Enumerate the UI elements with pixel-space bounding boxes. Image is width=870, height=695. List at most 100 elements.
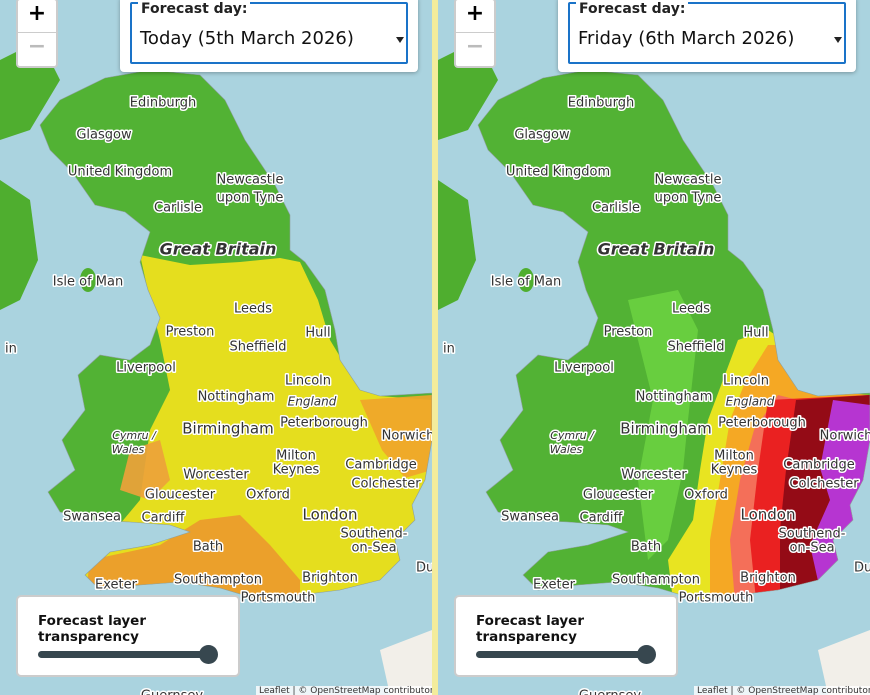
place-label: Preston [604,325,653,340]
map-panel[interactable]: Edinburgh Glasgow United Kingdom Newcastle u… [438,0,870,695]
place-label: Gloucester [145,488,216,503]
place-label: Portsmouth [679,591,754,606]
place-label: Keynes [273,463,320,478]
forecast-select[interactable]: Forecast day: Friday (6th March 2026) [568,1,846,64]
zoom-out[interactable]: − [18,32,56,65]
place-label: Swansea [501,510,559,525]
place-label: Cardiff [580,511,624,526]
place-label: Southend- [341,527,408,542]
place-label: Bath [631,540,661,555]
place-label: Birmingham [182,420,273,438]
forecast-day[interactable]: Friday (6th March 2026) [578,28,795,49]
place-label: Worcester [621,468,687,483]
forecast-label: Forecast day: [138,1,251,17]
place-label: Newcastle [217,173,284,188]
place-label: Guernsey [141,689,203,695]
slider-thumb[interactable] [637,645,656,664]
place-label: Great Britain [598,240,715,259]
forecast-zone [360,395,432,478]
forecast-layer [628,290,870,600]
place-label: in [443,342,455,357]
zoom-in[interactable]: + [27,1,47,26]
place-label: Exeter [95,578,138,593]
place-label: Worcester [183,468,249,483]
slider-track[interactable] [38,651,210,658]
place-label: Bath [193,540,223,555]
place-label: Glasgow [76,128,132,143]
place-label: Hull [743,326,768,341]
map-panel[interactable]: Edinburgh Glasgow United Kingdom Newcastle u… [0,0,432,695]
transparency-box: Forecast layer transparency [454,595,678,677]
place-label: London [741,506,796,524]
place-label: Colchester [351,477,421,492]
place-label: Southampton [612,573,700,588]
place-label: Peterborough [718,416,806,431]
zoom-control: + − [16,0,58,68]
place-label: Oxford [684,488,728,503]
forecast-select[interactable]: Forecast day: Today (5th March 2026) [130,1,408,64]
place-label: Newcastle [655,173,722,188]
zoom-out[interactable]: − [456,32,494,65]
place-label: upon Tyne [217,191,284,206]
attribution[interactable]: Leaflet | © OpenStreetMap contributors [694,686,870,695]
place-label: Portsmouth [241,591,316,606]
place-label: United Kingdom [506,165,610,180]
place-label: Norwich [382,429,432,444]
slider-thumb[interactable] [199,645,218,664]
place-label: Milton [714,449,754,464]
map[interactable]: Edinburgh Glasgow United Kingdom Newcastle u… [438,0,870,695]
ireland [0,180,38,310]
place-label: Isle of Man [53,275,123,290]
place-label: Keynes [711,463,758,478]
place-label: Nottingham [198,390,275,405]
place-label: London [303,506,358,524]
isle-of-man [80,268,96,292]
place-label: Wales [550,443,583,456]
place-label: Great Britain [160,240,277,259]
place-label: upon Tyne [655,191,722,206]
place-label: Liverpool [116,361,176,376]
place-label: Liverpool [554,361,614,376]
attribution[interactable]: Leaflet | © OpenStreetMap contributors [256,686,432,695]
coastline [39,69,432,601]
transparency-label: Forecast layer transparency [476,613,584,645]
place-label: Cambridge [783,458,854,473]
zoom-in[interactable]: + [465,1,485,26]
place-label: Oxford [246,488,290,503]
place-label: Gloucester [583,488,654,503]
place-label: Brighton [302,571,358,586]
place-label: Leeds [672,302,710,317]
place-label: Edinburgh [568,96,634,111]
place-label: Birmingham [620,420,711,438]
slider-track[interactable] [476,651,648,658]
forecast-box: Forecast day: Today (5th March 2026) [120,0,418,72]
forecast-box: Forecast day: Friday (6th March 2026) [558,0,856,72]
isle-of-man [518,268,534,292]
place-label: Glasgow [514,128,570,143]
place-label: Wales [112,443,145,456]
place-label: England [726,395,775,409]
place-label: United Kingdom [68,165,172,180]
place-label: Southend- [779,527,846,542]
place-label: Cardiff [142,511,186,526]
place-label: on-Sea [351,541,396,556]
forecast-day[interactable]: Today (5th March 2026) [140,28,354,49]
arrow-shape [834,37,842,43]
map[interactable]: Edinburgh Glasgow United Kingdom Newcastle u… [0,0,432,695]
place-label: in [5,342,17,357]
dropdown-arrow [834,37,842,43]
place-label: on-Sea [789,541,834,556]
place-label: Colchester [789,477,859,492]
place-label: England [288,395,337,409]
dropdown-arrow [396,37,404,43]
place-label: Isle of Man [491,275,561,290]
arrow-shape [396,37,404,43]
place-label: Carlisle [154,201,202,216]
place-label: Cymru / [550,429,595,442]
place-label: Guernsey [579,689,641,695]
place-label: Milton [276,449,316,464]
place-label: Southampton [174,573,262,588]
ireland [438,180,476,310]
place-label: Lincoln [723,374,769,389]
